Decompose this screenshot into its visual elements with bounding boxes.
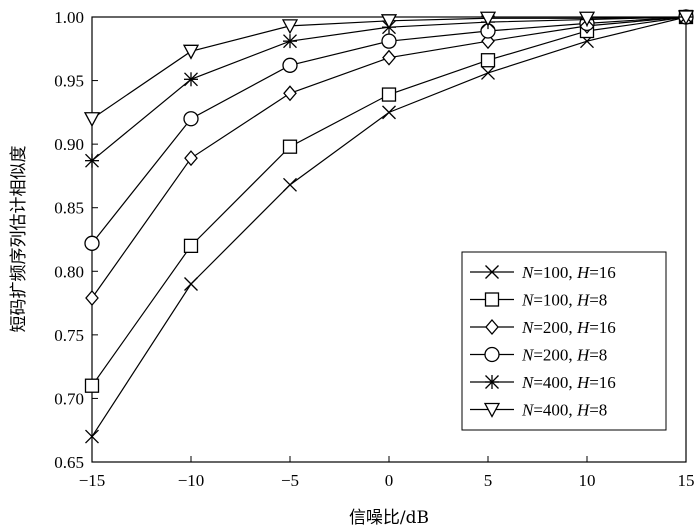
y-tick-label: 0.90 (54, 135, 84, 154)
data-point (677, 10, 695, 26)
data-point (479, 11, 497, 27)
legend-entry: N=200, H=16 (470, 318, 616, 337)
x-tick-label: 5 (484, 471, 493, 490)
data-point (281, 19, 299, 35)
data-point (480, 53, 496, 68)
data-point (382, 49, 396, 66)
x-tick-label: −15 (79, 471, 106, 490)
data-point (85, 153, 99, 168)
data-point (182, 44, 200, 60)
y-tick-label: 0.95 (54, 72, 84, 91)
legend-marker (485, 375, 499, 389)
data-point (83, 112, 101, 128)
x-tick-label: 15 (678, 471, 695, 490)
data-point (381, 33, 397, 49)
data-point (85, 429, 99, 444)
data-point (578, 11, 596, 27)
data-point (282, 139, 298, 154)
data-point (283, 85, 297, 102)
y-tick-label: 0.80 (54, 262, 84, 281)
data-point (84, 235, 100, 251)
legend-entry: N=100, H=8 (470, 291, 607, 310)
data-point (481, 65, 495, 80)
legend-marker (485, 319, 499, 335)
y-tick-label: 0.70 (54, 389, 84, 408)
data-point (283, 177, 297, 192)
legend-entry: N=400, H=16 (470, 373, 616, 392)
legend-marker (483, 402, 501, 418)
data-point (381, 87, 397, 102)
data-point (283, 34, 297, 49)
legend-entry: N=100, H=16 (470, 263, 616, 282)
data-point (382, 105, 396, 120)
y-tick-label: 0.65 (54, 453, 84, 472)
legend-label: N=400, H=8 (521, 401, 607, 420)
x-axis-label: 信噪比/dB (349, 508, 429, 528)
legend-box (461, 251, 667, 431)
legend-marker (484, 346, 500, 363)
legend-label: N=100, H=16 (521, 263, 616, 282)
legend-marker (485, 265, 499, 279)
data-point (183, 111, 199, 127)
x-tick-label: 0 (385, 471, 394, 490)
data-point (183, 238, 199, 254)
legend-label: N=100, H=8 (521, 291, 607, 310)
y-tick-label: 0.85 (54, 199, 84, 218)
legend-marker (484, 292, 500, 307)
data-point (184, 72, 198, 87)
x-tick-label: −10 (178, 471, 205, 490)
x-tick-label: −5 (281, 471, 299, 490)
y-tick-label: 0.75 (54, 326, 84, 345)
data-point (184, 277, 198, 291)
y-axis-label: 短码扩频序列估计相似度 (9, 146, 29, 333)
legend-label: N=400, H=16 (521, 373, 616, 392)
legend-entry: N=400, H=8 (470, 401, 607, 420)
data-point (184, 150, 198, 167)
legend-label: N=200, H=16 (521, 318, 616, 337)
data-point (380, 14, 398, 30)
legend-entry: N=200, H=8 (470, 346, 607, 365)
data-point (84, 378, 100, 393)
legend-label: N=200, H=8 (521, 346, 607, 365)
data-point (282, 57, 298, 73)
y-tick-label: 1.00 (54, 8, 84, 27)
legend: N=100, H=16 N=100, H=8 N=200, H=16 N=200, H… (461, 251, 667, 431)
data-point (85, 289, 99, 306)
x-tick-label: 10 (579, 471, 596, 490)
